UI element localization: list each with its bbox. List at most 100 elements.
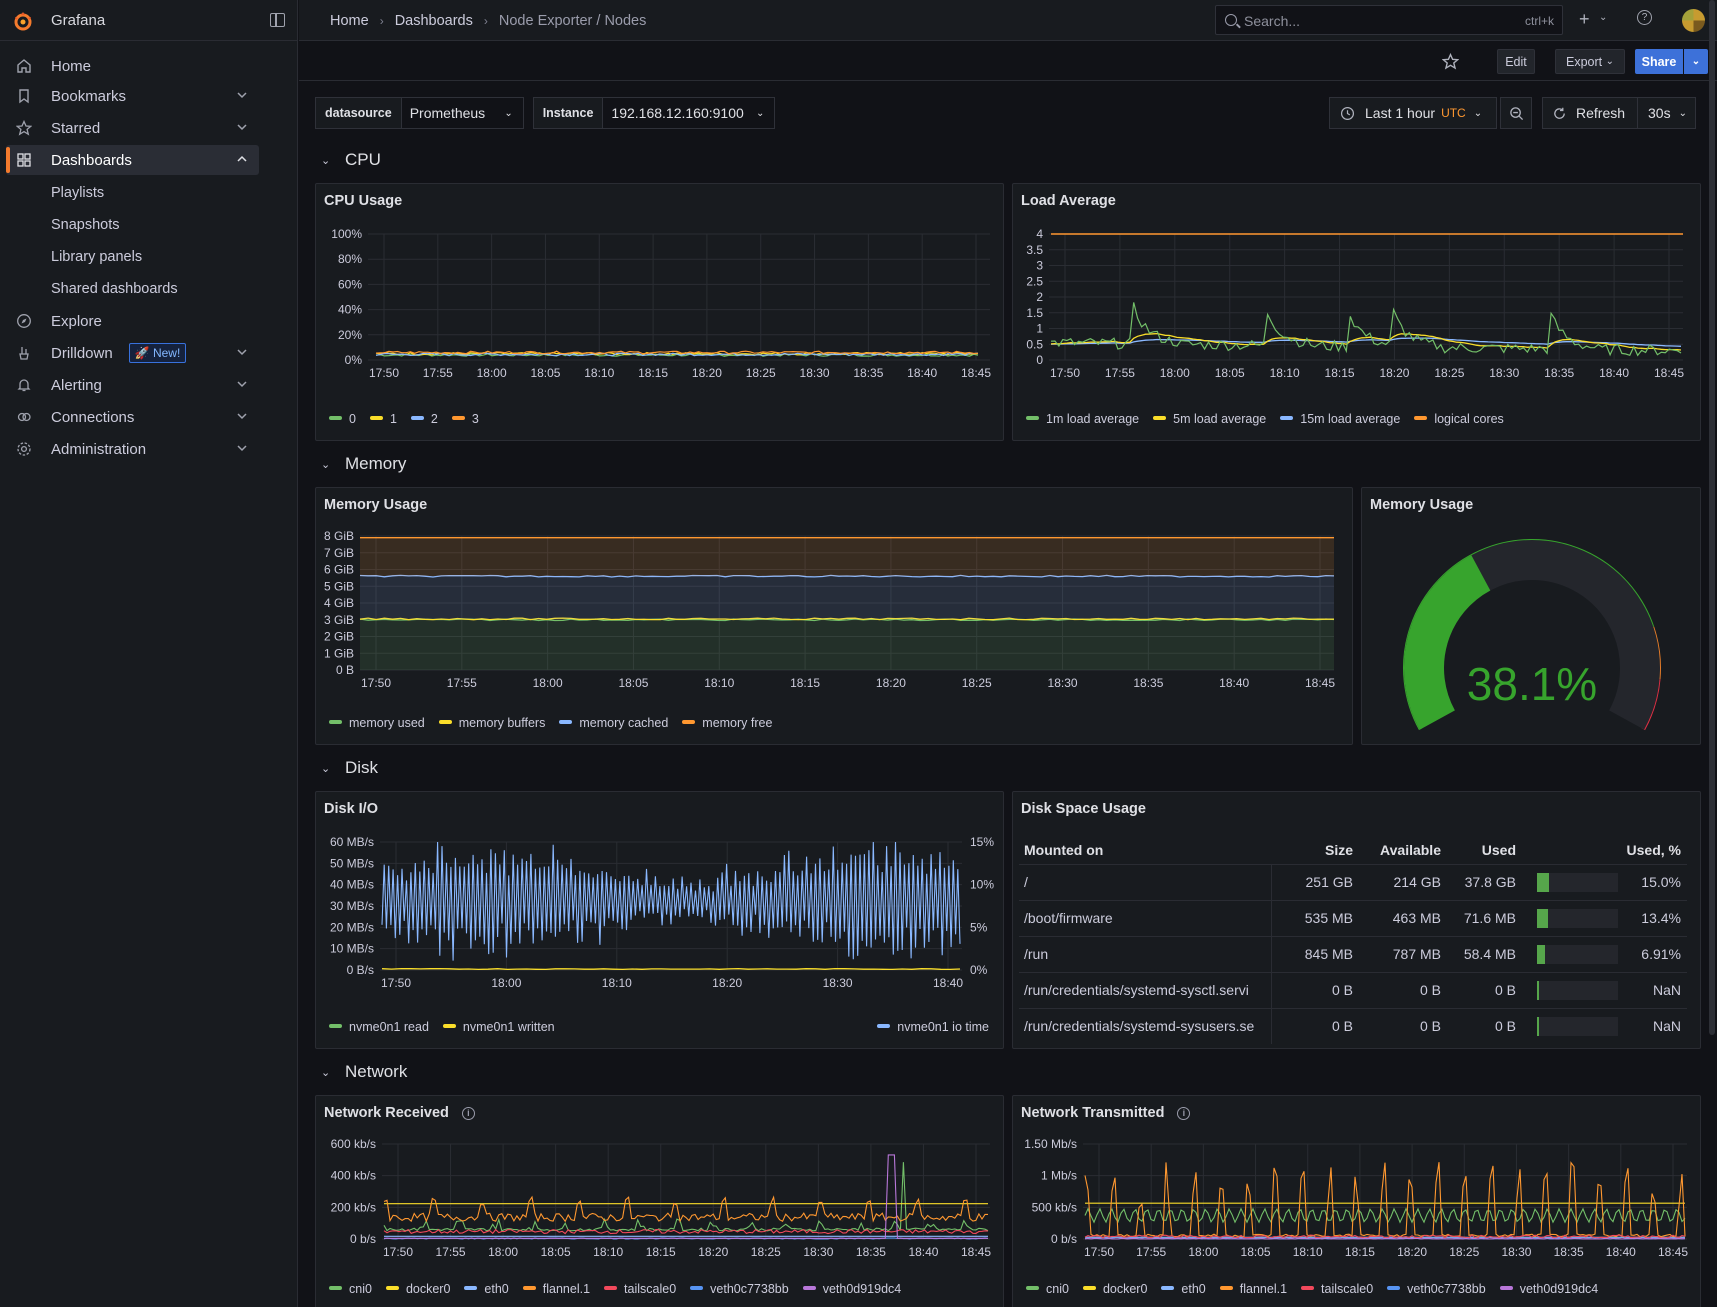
legend-item[interactable]: 0 bbox=[329, 412, 356, 426]
table-row[interactable]: /boot/firmware 535 MB 463 MB 71.6 MB 13.4% bbox=[1019, 899, 1687, 936]
panel-load-average[interactable]: Load Average 0 0.5 1 1.5 2 2.5 3 3.5 4 17:50 17:55… bbox=[1012, 183, 1701, 441]
legend-item[interactable]: cni0 bbox=[1026, 1282, 1069, 1296]
chevron-down-icon[interactable]: ⌄ bbox=[1599, 12, 1608, 23]
network-received-chart[interactable]: 0 b/s 200 kb/s 400 kb/s 600 kb/s 17:50 17:55 1… bbox=[316, 1126, 1005, 1271]
chevron-down-icon[interactable] bbox=[235, 120, 249, 134]
search-input[interactable]: Search... ctrl+k bbox=[1215, 5, 1563, 35]
dock-menu-icon[interactable] bbox=[270, 13, 285, 27]
sidebar-item-dashboards[interactable]: Dashboards bbox=[6, 145, 259, 175]
column-header[interactable]: Used bbox=[1481, 841, 1516, 858]
legend-item[interactable]: flannel.1 bbox=[1219, 1282, 1287, 1296]
legend-item[interactable]: logical cores bbox=[1414, 412, 1504, 426]
legend-item[interactable]: memory used bbox=[329, 716, 425, 730]
legend-item[interactable]: veth0c7738bb bbox=[1387, 1282, 1486, 1296]
legend-item[interactable]: 2 bbox=[410, 412, 438, 426]
chevron-down-icon[interactable] bbox=[235, 377, 249, 391]
column-header[interactable]: Available bbox=[1380, 841, 1441, 858]
sidebar-subitem-shared-dashboards[interactable]: Shared dashboards bbox=[51, 281, 178, 297]
panel-memory-gauge[interactable]: Memory Usage 38.1% bbox=[1361, 487, 1701, 745]
breadcrumb-home[interactable]: Home bbox=[330, 13, 369, 29]
instance-select[interactable]: 192.168.12.160:9100 ⌄ bbox=[603, 97, 776, 129]
sidebar-item-alerting[interactable]: Alerting bbox=[6, 370, 259, 400]
info-icon[interactable]: i bbox=[1177, 1107, 1191, 1120]
sidebar-item-administration[interactable]: Administration bbox=[6, 434, 259, 464]
column-header[interactable]: Used, % bbox=[1626, 841, 1681, 858]
star-icon[interactable] bbox=[1442, 53, 1459, 70]
legend-item[interactable]: memory buffers bbox=[438, 716, 545, 730]
legend-item[interactable]: memory free bbox=[682, 716, 772, 730]
legend-item[interactable]: 1 bbox=[369, 412, 397, 426]
row-cpu[interactable]: ⌄ CPU bbox=[321, 150, 381, 170]
disk-io-chart[interactable]: 0 B/s 10 MB/s 20 MB/s 30 MB/s 40 MB/s 50 MB/s… bbox=[316, 822, 1005, 1007]
table-row[interactable]: /run 845 MB 787 MB 58.4 MB 6.91% bbox=[1019, 935, 1687, 972]
sidebar-subitem-snapshots[interactable]: Snapshots bbox=[51, 217, 120, 233]
legend-item[interactable]: 3 bbox=[451, 412, 479, 426]
legend-item[interactable]: veth0c7738bb bbox=[690, 1282, 789, 1296]
breadcrumb-dashboards[interactable]: Dashboards bbox=[394, 13, 473, 29]
zoom-out-button[interactable] bbox=[1500, 97, 1532, 129]
legend-item[interactable]: nvme0n1 written bbox=[442, 1020, 555, 1034]
table-row[interactable]: /run/credentials/systemd-sysctl.servi 0 B… bbox=[1019, 971, 1687, 1008]
sidebar-item-connections[interactable]: Connections bbox=[6, 402, 259, 432]
column-header[interactable]: Size bbox=[1324, 841, 1353, 858]
chevron-down-icon[interactable] bbox=[235, 345, 249, 359]
info-icon[interactable]: i bbox=[461, 1107, 475, 1120]
legend-item[interactable]: flannel.1 bbox=[522, 1282, 590, 1296]
panel-memory-usage[interactable]: Memory Usage 0 B 1 GiB 2 GiB 3 GiB 4 GiB 5 Gi… bbox=[315, 487, 1353, 745]
panel-network-transmitted[interactable]: Network Transmitted i 0 b/s 500 kb/s 1 Mb/s… bbox=[1012, 1095, 1701, 1307]
chevron-up-icon[interactable] bbox=[235, 152, 249, 166]
export-button[interactable]: Export ⌄ bbox=[1555, 49, 1625, 74]
legend-item[interactable]: 5m load average bbox=[1153, 412, 1266, 426]
chevron-down-icon[interactable] bbox=[235, 409, 249, 423]
legend-item[interactable]: docker0 bbox=[385, 1282, 450, 1296]
sidebar-item-drilldown[interactable]: Drilldown 🚀 New! bbox=[6, 338, 259, 368]
datasource-select[interactable]: Prometheus ⌄ bbox=[401, 97, 524, 129]
load-average-chart[interactable]: 0 0.51 1.5 2 2.53 3.5 4 17:50 17:55 18:00 18:05 18:… bbox=[1013, 214, 1702, 399]
sidebar-item-home[interactable]: Home bbox=[6, 51, 259, 81]
row-disk[interactable]: ⌄ Disk bbox=[321, 758, 378, 778]
legend-item[interactable]: tailscale0 bbox=[604, 1282, 676, 1296]
legend-item[interactable]: tailscale0 bbox=[1301, 1282, 1373, 1296]
table-row[interactable]: /251 GB 214 GB 37.8 GB 15.0% bbox=[1019, 863, 1687, 900]
sidebar-item-starred[interactable]: Starred bbox=[6, 113, 259, 143]
legend-item[interactable]: docker0 bbox=[1082, 1282, 1147, 1296]
sidebar-subitem-playlists[interactable]: Playlists bbox=[51, 185, 105, 201]
legend-item[interactable]: veth0d919dc4 bbox=[1499, 1282, 1598, 1296]
cpu-usage-chart[interactable]: 0% 20% 40% 60% 80% 100% 17:50 17:55 18:00 18:05 18… bbox=[316, 214, 1005, 399]
legend-item[interactable]: nvme0n1 read bbox=[329, 1020, 429, 1034]
chevron-down-icon[interactable] bbox=[235, 88, 249, 102]
column-header[interactable]: Mounted on bbox=[1024, 841, 1104, 858]
legend-item[interactable]: veth0d919dc4 bbox=[802, 1282, 901, 1296]
network-transmitted-chart[interactable]: 0 b/s 500 kb/s 1 Mb/s 1.50 Mb/s 17:50 17:55 18… bbox=[1013, 1126, 1702, 1271]
legend-item[interactable]: 15m load average bbox=[1280, 412, 1400, 426]
row-network[interactable]: ⌄ Network bbox=[321, 1062, 407, 1082]
memory-usage-chart[interactable]: 0 B 1 GiB 2 GiB 3 GiB 4 GiB 5 GiB 6 GiB 7 GiB 8 … bbox=[316, 518, 1354, 703]
grafana-logo[interactable] bbox=[12, 10, 34, 32]
edit-button[interactable]: Edit bbox=[1497, 49, 1535, 74]
legend-item[interactable]: memory cached bbox=[559, 716, 668, 730]
panel-cpu-usage[interactable]: CPU Usage 0% 20% 40% 60% 80% 100% 17:50 17:55 18… bbox=[315, 183, 1004, 441]
refresh-button[interactable]: Refresh bbox=[1542, 97, 1638, 129]
panel-network-received[interactable]: Network Received i 0 b/s 200 kb/s 400 kb/s 6… bbox=[315, 1095, 1004, 1307]
sidebar-subitem-library-panels[interactable]: Library panels bbox=[51, 249, 143, 265]
panel-disk-space[interactable]: Disk Space Usage Mounted on Size Availab… bbox=[1012, 791, 1701, 1049]
row-memory[interactable]: ⌄ Memory bbox=[321, 454, 406, 474]
legend-item[interactable]: eth0 bbox=[464, 1282, 509, 1296]
legend-item[interactable]: 1m load average bbox=[1026, 412, 1139, 426]
avatar[interactable] bbox=[1682, 9, 1705, 32]
page-scrollbar[interactable] bbox=[1709, 0, 1715, 1307]
panel-disk-io[interactable]: Disk I/O 0 B/s 10 MB/s 20 MB/s 30 MB/s 40 MB… bbox=[315, 791, 1004, 1049]
time-range-picker[interactable]: Last 1 hour UTC ⌄ bbox=[1329, 97, 1497, 129]
add-icon[interactable]: + bbox=[1579, 9, 1590, 29]
sidebar-item-explore[interactable]: Explore bbox=[6, 306, 259, 336]
help-icon[interactable]: ? bbox=[1637, 10, 1652, 25]
share-button[interactable]: Share bbox=[1635, 49, 1683, 74]
legend-item[interactable]: eth0 bbox=[1161, 1282, 1206, 1296]
legend-item[interactable]: nvme0n1 io time bbox=[877, 1020, 989, 1034]
refresh-interval-select[interactable]: 30s ⌄ bbox=[1638, 97, 1696, 129]
sidebar-item-bookmarks[interactable]: Bookmarks bbox=[6, 81, 259, 111]
share-menu-button[interactable]: ⌄ bbox=[1684, 49, 1708, 74]
scrollbar-thumb[interactable] bbox=[1709, 0, 1715, 1035]
chevron-down-icon[interactable] bbox=[235, 441, 249, 455]
